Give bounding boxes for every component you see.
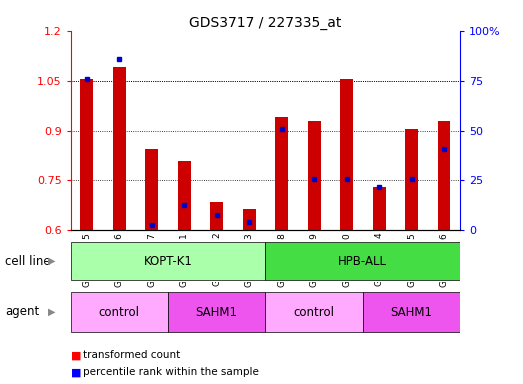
Bar xyxy=(71,292,168,332)
Bar xyxy=(438,121,450,230)
Text: SAHM1: SAHM1 xyxy=(196,306,238,318)
Bar xyxy=(266,242,460,280)
Bar xyxy=(71,242,266,280)
Bar xyxy=(372,187,385,230)
Text: ▶: ▶ xyxy=(48,256,55,266)
Text: agent: agent xyxy=(5,306,39,318)
Bar xyxy=(145,149,158,230)
Bar xyxy=(266,292,363,332)
Text: transformed count: transformed count xyxy=(83,350,180,360)
Text: SAHM1: SAHM1 xyxy=(391,306,433,318)
Bar xyxy=(243,209,256,230)
Text: ▶: ▶ xyxy=(48,307,55,317)
Bar xyxy=(210,202,223,230)
Bar xyxy=(340,79,353,230)
Text: HPB-ALL: HPB-ALL xyxy=(338,255,388,268)
Text: cell line: cell line xyxy=(5,255,51,268)
Bar xyxy=(113,67,126,230)
Text: control: control xyxy=(99,306,140,318)
Bar xyxy=(363,292,460,332)
Text: ■: ■ xyxy=(71,367,81,377)
Bar xyxy=(405,129,418,230)
Text: ■: ■ xyxy=(71,350,81,360)
Text: control: control xyxy=(293,306,335,318)
Bar xyxy=(81,79,93,230)
Text: KOPT-K1: KOPT-K1 xyxy=(144,255,192,268)
Title: GDS3717 / 227335_at: GDS3717 / 227335_at xyxy=(189,16,342,30)
Text: percentile rank within the sample: percentile rank within the sample xyxy=(83,367,258,377)
Bar xyxy=(178,161,191,230)
Bar xyxy=(275,117,288,230)
Bar xyxy=(308,121,321,230)
Bar xyxy=(168,292,266,332)
